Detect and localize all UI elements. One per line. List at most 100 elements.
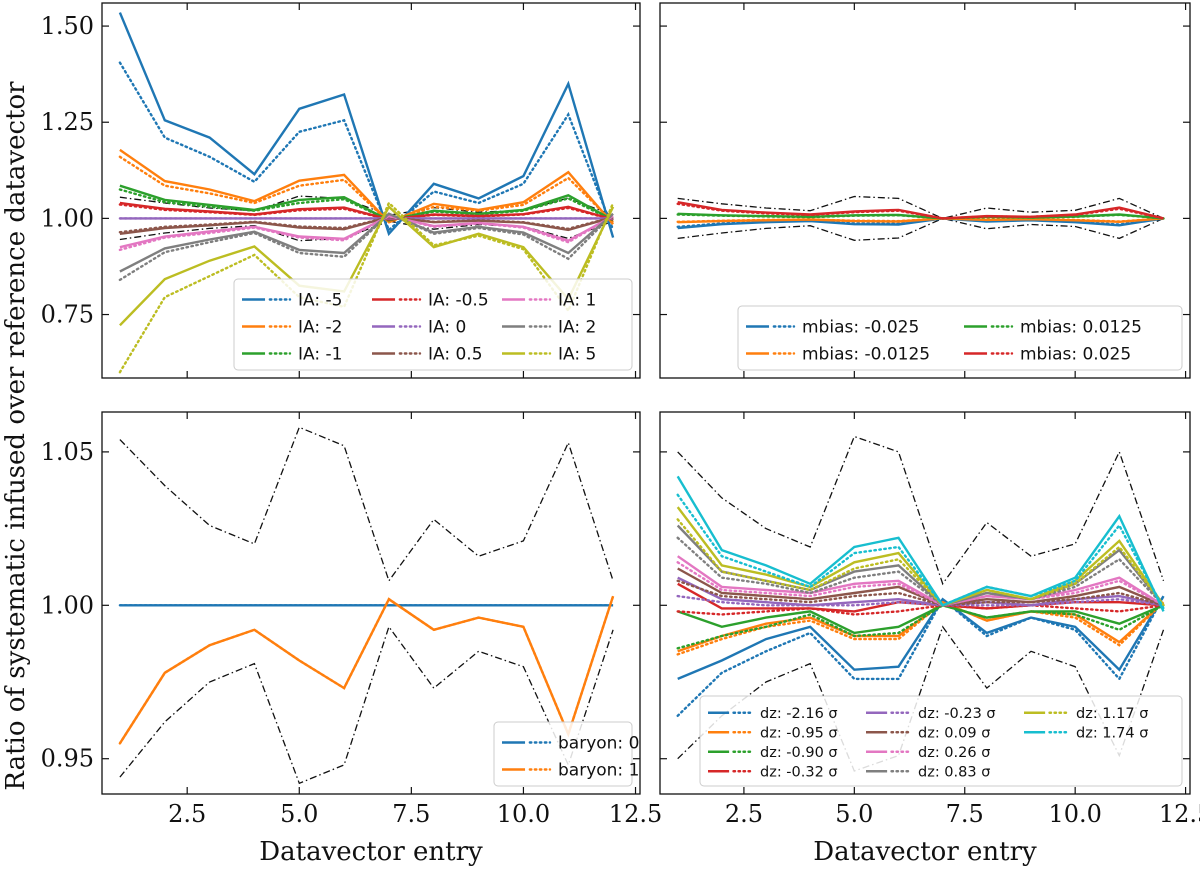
x-axis-label: Datavector entry [259,837,483,867]
panel-top-left: 0.75 1.00 1.25 1.50 IA: -5 IA: -2 IA: -1 IA: -0… [41,2,641,379]
legend: baryon: 0 baryon: 1 [493,721,639,787]
series-solid-dz--2p16-sigma [677,595,1165,681]
legend-label: dz: 1.17 σ [1076,706,1148,722]
legend-label: dz: 1.74 σ [1076,725,1148,741]
legend-item-dz--0p95-sigma: dz: -0.95 σ [708,725,838,741]
series-solid-dz-0p09-sigma [677,567,1164,607]
legend-label: mbias: 0.0125 [1020,318,1142,338]
legend-box [699,695,1183,787]
bound-lower-line [119,220,614,242]
legend-item-ia--2: IA: -2 [242,318,342,338]
legend-box [737,305,1183,371]
panel-bottom-right: 2.5 5.0 7.5 10.0 12.5 Datavector entry dz: -2.… [659,411,1200,867]
panel-bottom-left: 2.5 5.0 7.5 10.0 12.5 0.95 1.00 1.05 Datavector … [41,411,662,867]
legend-label: dz: 0.83 σ [918,764,990,780]
plot-area [118,12,615,374]
legend-label: IA: 5 [558,345,596,365]
legend-label: IA: -0.5 [428,291,489,311]
bound-upper-line [119,426,614,583]
legend-item-ia--0p5: IA: -0.5 [372,291,489,311]
legend-item-dz--0p32-sigma: dz: -0.32 σ [708,764,838,780]
series-dotted-ia-2 [118,212,615,282]
series-solid-dz--0p90-sigma [677,604,1164,635]
series-dotted-baryon-1 [118,594,615,745]
legend-item-dz-0p26-sigma: dz: 0.26 σ [866,745,990,761]
legend-item-ia-1: IA: 1 [502,291,596,311]
legend-label: dz: -0.23 σ [918,706,996,722]
legend-label: mbias: -0.0125 [802,345,930,365]
legend-item-ia-0p5: IA: 0.5 [372,345,483,365]
x-axis-label: Datavector entry [813,837,1037,867]
y-tick-label: 0.75 [41,301,94,329]
series-solid-ia--5 [118,12,615,238]
x-tick-label: 5.0 [835,800,873,828]
x-tick-label: 5.0 [280,800,318,828]
y-tick-label: 1.00 [41,591,94,619]
legend-label: dz: 0.09 σ [918,725,990,741]
bound-lower-line [119,625,614,785]
bound-upper-line [119,195,614,216]
legend-label: IA: 2 [558,318,596,338]
series-solid-dz-1p74-sigma [676,475,1165,612]
legend-item-baryon-1: baryon: 1 [502,761,639,781]
x-tick-label: 12.5 [1159,800,1200,828]
legend-label: baryon: 0 [558,734,639,754]
bound-lower-line [677,217,1164,241]
legend-item-mbias--0p025: mbias: -0.025 [746,318,919,338]
legend-item-baryon-0: baryon: 0 [502,734,639,754]
legend-item-ia-0: IA: 0 [372,318,466,338]
axes-frame [101,411,641,795]
series-solid-mbias--0p0125 [677,217,1164,224]
legend-label: baryon: 1 [558,761,639,781]
series-dotted-dz--0p90-sigma [676,604,1165,650]
plot-area [676,195,1165,241]
series-solid-ia-0p5 [119,215,614,235]
series-solid-ia--2 [119,148,615,225]
y-tick-label: 1.00 [41,204,94,232]
legend-item-dz-1p74-sigma: dz: 1.74 σ [1024,725,1148,741]
legend: dz: -2.16 σ dz: -0.95 σ dz: -0.90 σ dz: -0.… [699,695,1183,787]
legend-item-dz-0p83-sigma: dz: 0.83 σ [866,764,990,780]
series-solid-mbias--0p025 [677,217,1164,230]
axes-frame [659,2,1191,379]
series-solid-mbias-0p0125 [677,212,1164,220]
x-tick-label: 10.0 [1048,800,1101,828]
series-dotted-dz--0p23-sigma [676,594,1165,607]
legend-label: dz: 0.26 σ [918,745,990,761]
legend-item-dz--0p23-sigma: dz: -0.23 σ [866,706,996,722]
series-dotted-dz-0p26-sigma [676,561,1165,607]
y-tick-label: 1.25 [41,108,94,136]
x-tick-label: 10.0 [497,800,550,828]
series-dotted-dz--2p16-sigma [676,594,1165,717]
x-tick-label: 7.5 [946,800,984,828]
legend-label: IA: 1 [558,291,596,311]
series-dotted-ia--5 [118,61,615,232]
legend-item-ia--1: IA: -1 [242,345,342,365]
legend-item-dz-1p17-sigma: dz: 1.17 σ [1024,706,1148,722]
legend-label: IA: -5 [298,291,342,311]
axes-frame [659,411,1191,795]
legend-label: IA: -1 [298,345,342,365]
series-dotted-dz-0p83-sigma [676,536,1165,607]
x-tick-label: 2.5 [168,800,206,828]
legend-item-ia--5: IA: -5 [242,291,342,311]
x-tick-label: 7.5 [392,800,430,828]
series-dotted-dz--0p95-sigma [676,600,1165,656]
legend-item-dz-0p09-sigma: dz: 0.09 σ [866,725,990,741]
bound-lower-line [677,625,1165,772]
plot-area [118,426,615,785]
legend-box [233,278,633,371]
legend-label: IA: -2 [298,318,342,338]
series-dotted-dz-1p74-sigma [676,493,1165,610]
series-dotted-dz-0p09-sigma [676,579,1165,607]
series-dotted-ia--2 [118,155,615,224]
series-dotted-ia-5 [118,200,615,374]
shared-y-axis-label: Ratio of systematic infused over referen… [1,81,31,791]
legend-label: dz: -0.32 σ [760,764,838,780]
series-solid-baryon-1 [118,595,615,745]
series-solid-mbias-0p025 [677,201,1164,220]
legend-item-dz--2p16-sigma: dz: -2.16 σ [708,706,838,722]
series-solid-ia--0p5 [119,201,614,221]
legend: IA: -5 IA: -2 IA: -1 IA: -0.5 IA: 0 IA: 0.5 IA… [233,278,633,371]
